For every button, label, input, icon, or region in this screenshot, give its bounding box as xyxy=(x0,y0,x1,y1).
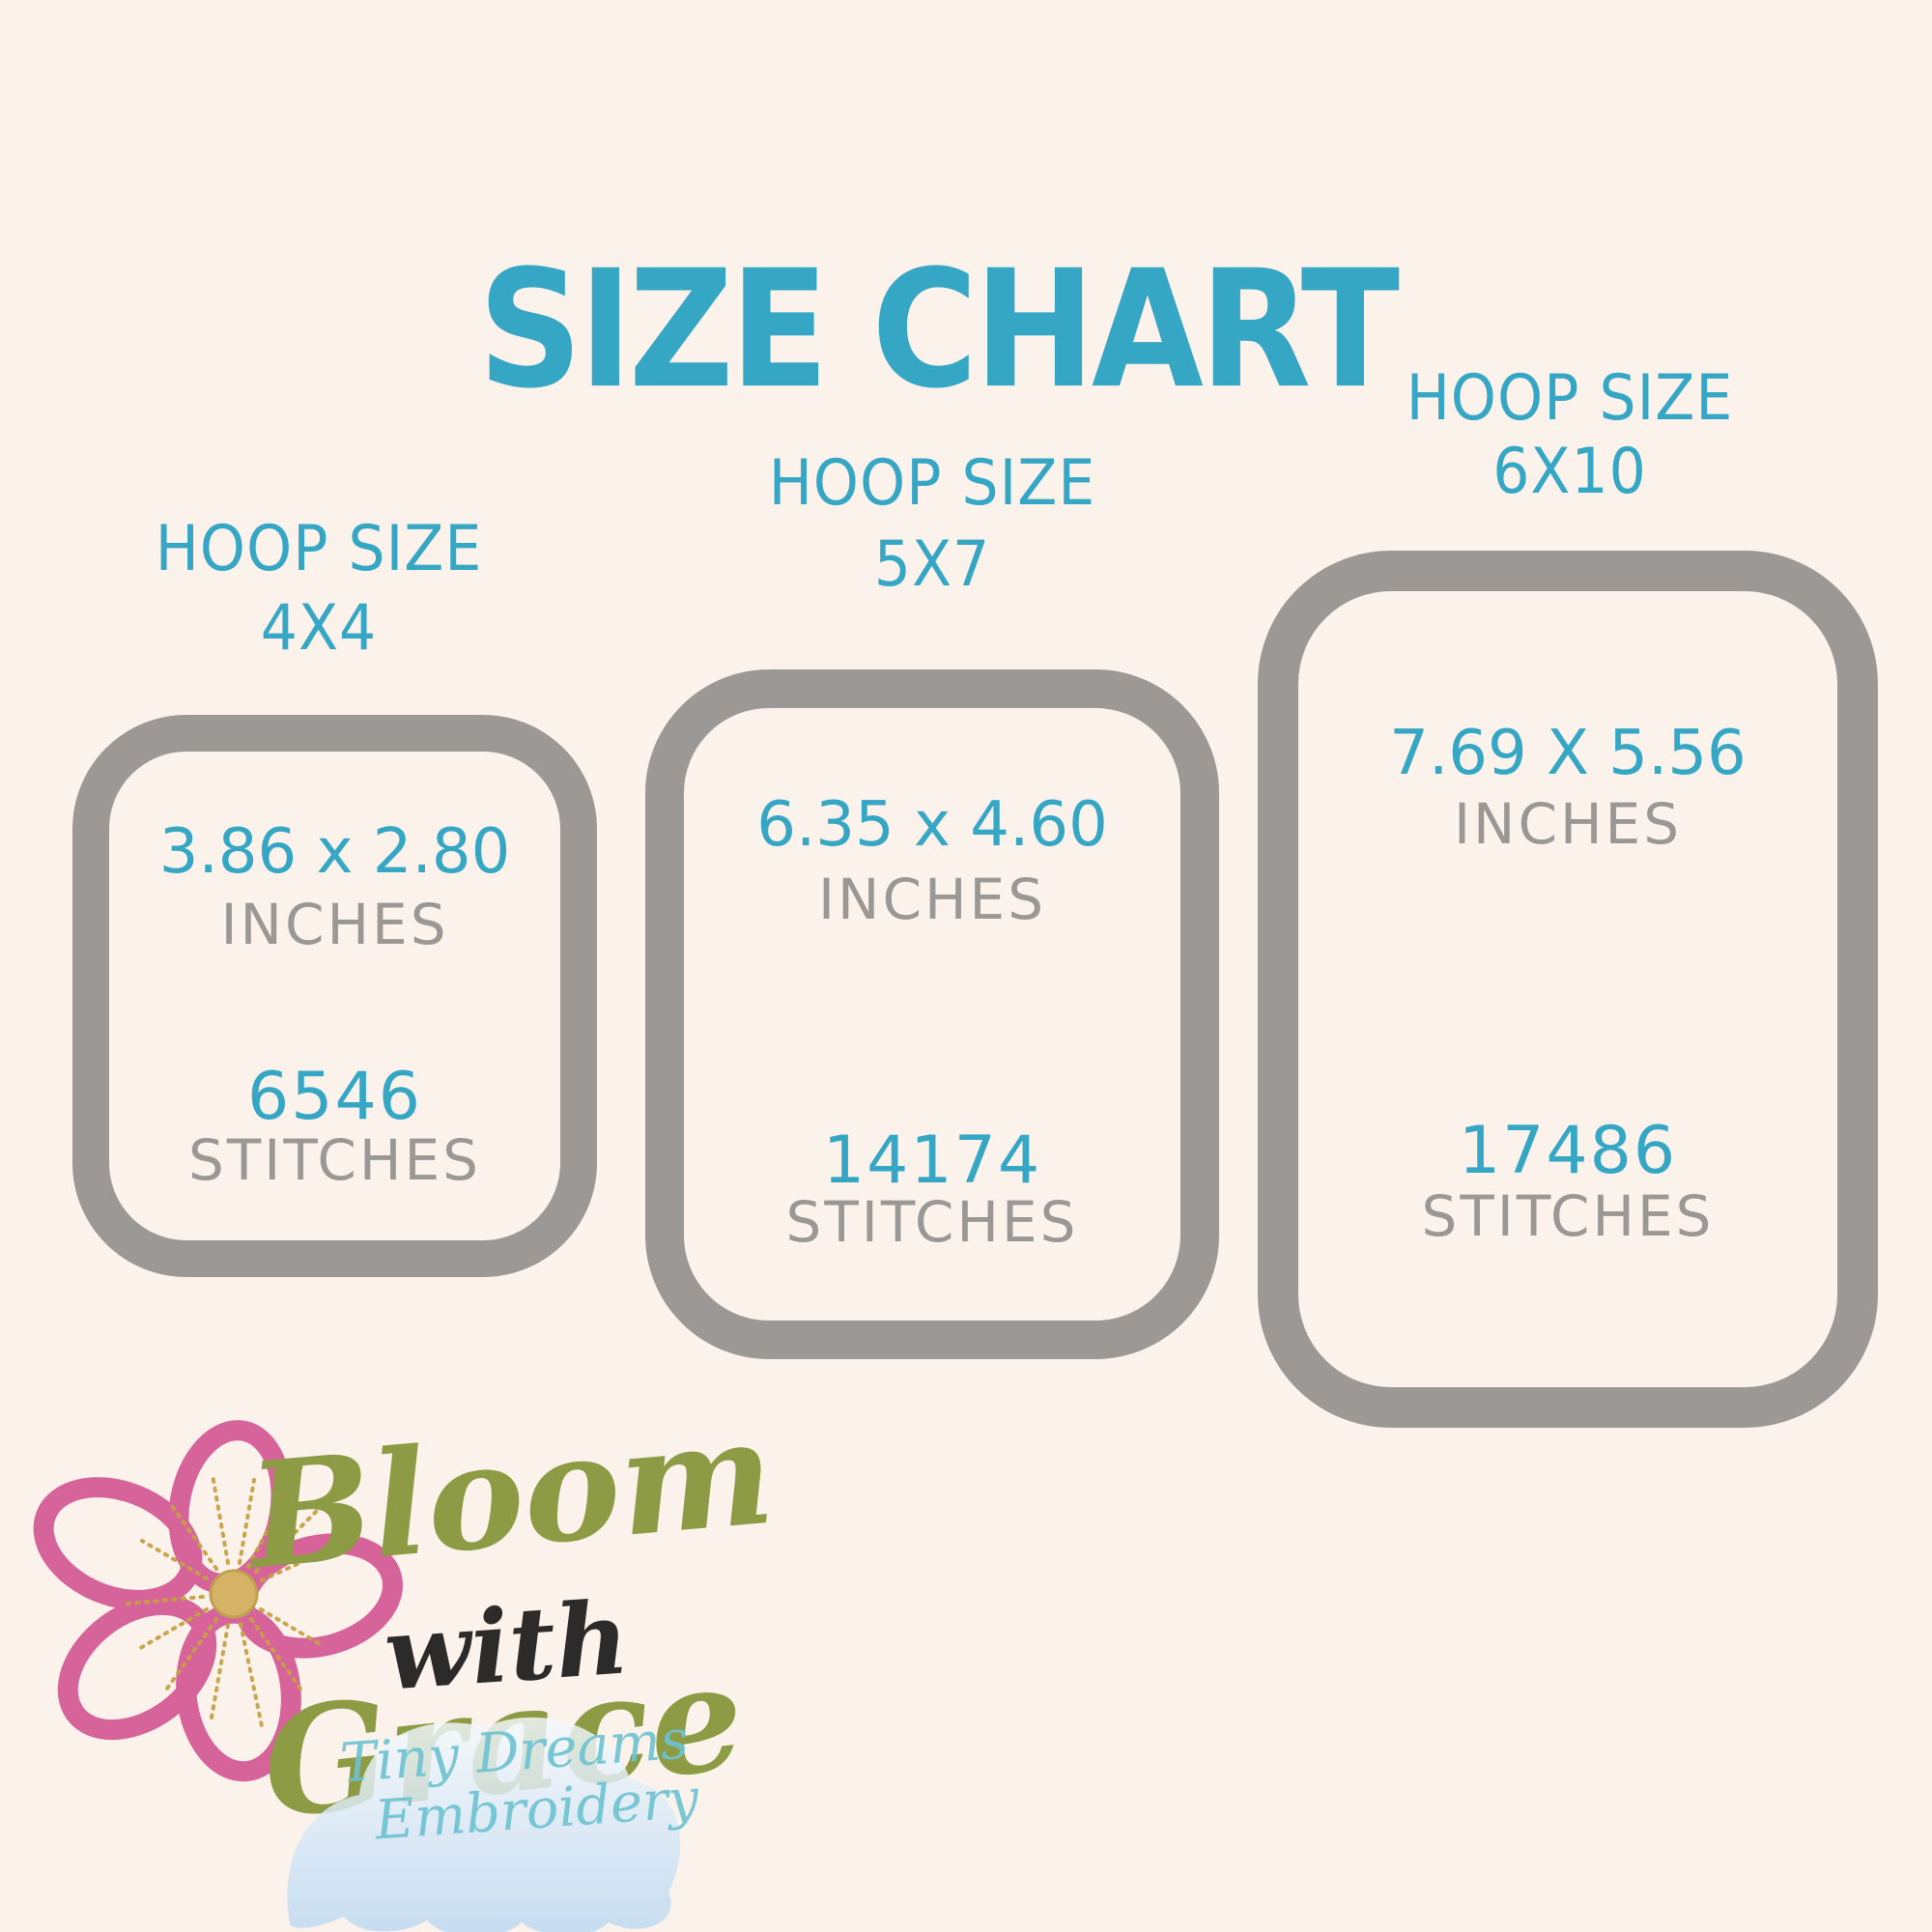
hoop-frame-5x7 xyxy=(645,669,1219,1359)
dimensions-4x4: 3.86 x 2.80 xyxy=(158,816,511,888)
stitch-label-6x10: STITCHES xyxy=(1421,1183,1715,1249)
stitch-label-5x7: STITCHES xyxy=(785,1189,1079,1255)
hoop-size-label-5x7: HOOP SIZE xyxy=(768,446,1096,521)
hoop-frame-6x10 xyxy=(1258,551,1878,1428)
stitch-count-6x10: 17486 xyxy=(1458,1113,1678,1189)
unit-label-6x10: INCHES xyxy=(1453,791,1683,857)
page-title: SIZE CHART xyxy=(477,236,1400,425)
hoop-size-value-4x4: 4X4 xyxy=(260,591,378,666)
hoop-frame-4x4 xyxy=(72,715,597,1277)
dimensions-5x7: 6.35 x 4.60 xyxy=(756,789,1108,861)
hoop-size-label-4x4: HOOP SIZE xyxy=(155,512,483,586)
dimensions-6x10: 7.69 X 5.56 xyxy=(1389,718,1747,789)
flower-petal xyxy=(234,1533,404,1659)
stitch-count-4x4: 6546 xyxy=(246,1059,423,1135)
unit-label-5x7: INCHES xyxy=(817,867,1047,932)
flower-petal xyxy=(33,1477,203,1610)
flower-rays xyxy=(126,1464,358,1728)
unit-label-4x4: INCHES xyxy=(220,892,449,957)
flower-center-icon xyxy=(209,1569,259,1619)
hoop-size-value-6x10: 6X10 xyxy=(1492,435,1647,509)
cloud-icon xyxy=(287,1717,681,1932)
stitch-count-5x7: 14174 xyxy=(822,1122,1042,1199)
hoop-size-value-5x7: 5X7 xyxy=(873,527,991,602)
flower-icon xyxy=(33,1420,404,1782)
stitch-label-4x4: STITCHES xyxy=(188,1127,481,1193)
hoop-size-label-6x10: HOOP SIZE xyxy=(1406,361,1734,436)
logo-word-bloom: Bloom xyxy=(242,1386,781,1603)
